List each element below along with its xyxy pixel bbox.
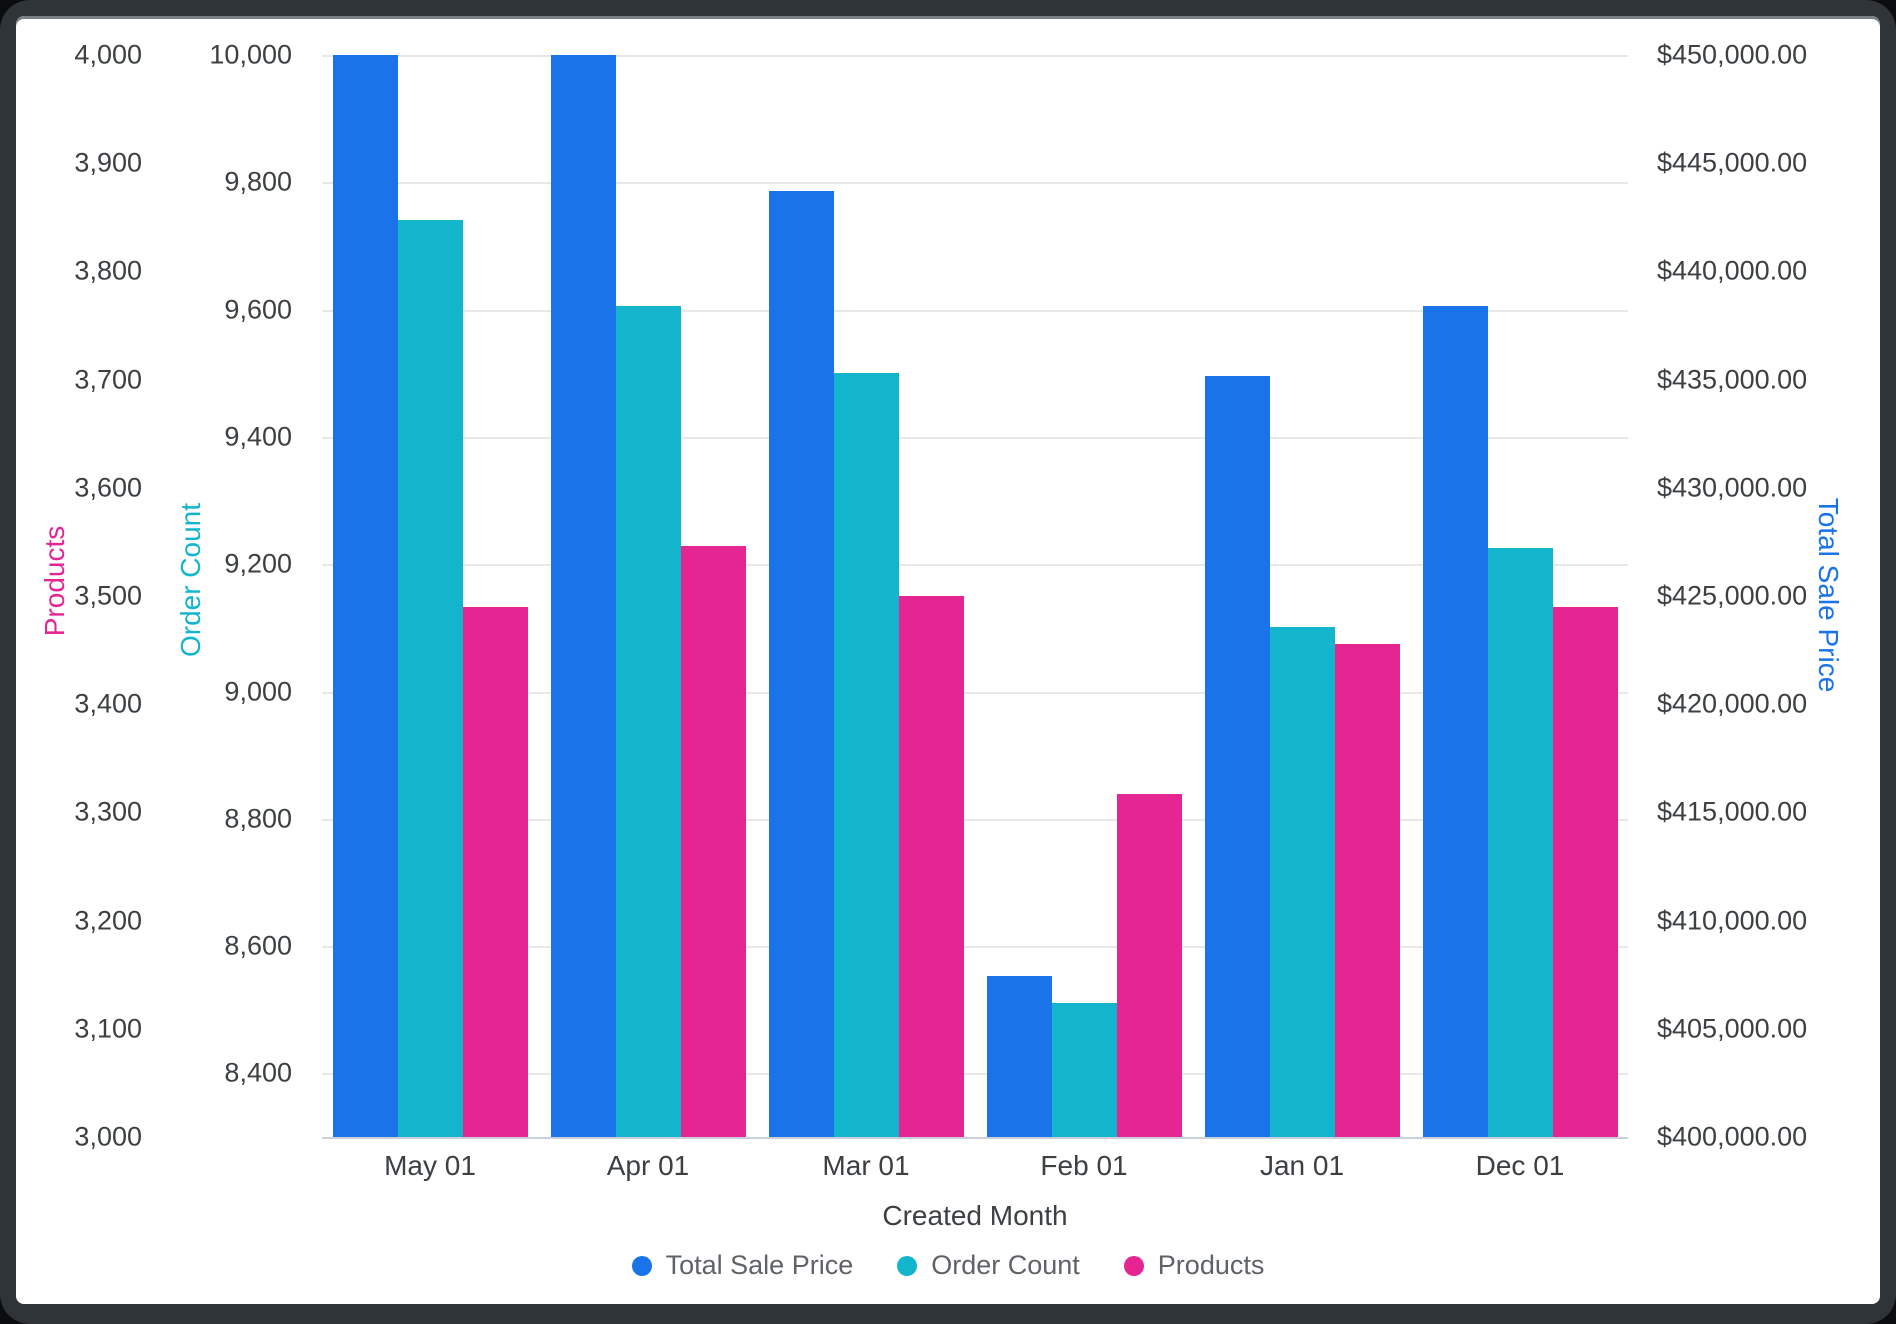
x-axis-title: Created Month [882,1200,1068,1231]
order-count-tick-label: 10,000 [209,39,292,70]
legend-dot-order-count [897,1255,918,1276]
total-sale-price-tick-label: $400,000.00 [1657,1121,1808,1152]
total-sale-price-tick-label: $440,000.00 [1657,255,1808,286]
bar-products-dec-01[interactable] [1552,606,1618,1139]
gridline [322,182,1628,185]
x-axis-baseline [322,1137,1628,1139]
bar-total-sale-price-apr-01[interactable] [550,55,616,1139]
y-axis-title-order-count: Order Count [175,502,206,658]
order-count-tick-label: 9,800 [224,166,292,197]
legend: Total Sale Price Order Count Products [16,1252,1880,1279]
gridline [322,1073,1628,1076]
gridline [322,691,1628,694]
legend-dot-total-sale-price [631,1255,652,1276]
bar-order-count-may-01[interactable] [397,219,463,1139]
x-category-label-mar-01: Mar 01 [822,1150,910,1181]
bar-total-sale-price-dec-01[interactable] [1422,306,1488,1139]
x-category-label-feb-01: Feb 01 [1040,1150,1128,1181]
products-tick-label: 3,600 [74,472,142,503]
x-category-label-apr-01: Apr 01 [606,1150,690,1181]
products-tick-label: 3,900 [74,147,142,178]
total-sale-price-tick-label: $410,000.00 [1657,905,1808,936]
total-sale-price-tick-label: $425,000.00 [1657,580,1808,611]
chart-panel: 3,000 3,100 3,200 3,300 3,400 3,500 3,600 3,700… [16,16,1880,1304]
bar-products-mar-01[interactable] [898,596,964,1139]
bar-products-jan-01[interactable] [1334,643,1400,1139]
x-category-label-jan-01: Jan 01 [1259,1150,1345,1181]
bar-products-apr-01[interactable] [680,546,746,1139]
products-tick-label: 3,000 [74,1121,142,1152]
legend-item-order-count[interactable]: Order Count [897,1252,1080,1279]
order-count-tick-label: 9,400 [224,421,292,452]
bar-order-count-jan-01[interactable] [1269,627,1335,1139]
order-count-tick-label: 8,800 [224,803,292,834]
legend-item-products[interactable]: Products [1123,1250,1265,1280]
products-tick-label: 3,500 [74,580,142,611]
gridline [322,818,1628,821]
legend-label-total-sale-price: Total Sale Price [665,1250,854,1280]
bar-order-count-feb-01[interactable] [1051,1003,1117,1139]
bar-total-sale-price-feb-01[interactable] [986,975,1052,1139]
gridline [322,436,1628,439]
bar-products-feb-01[interactable] [1116,794,1182,1139]
gridline [322,55,1628,57]
bar-order-count-dec-01[interactable] [1487,548,1553,1139]
bar-products-may-01[interactable] [462,606,528,1139]
order-count-tick-label: 9,000 [224,676,292,706]
x-category-label-dec-01: Dec 01 [1475,1150,1565,1181]
y-axis-title-total-sale-price: Total Sale Price [1813,497,1844,693]
bar-order-count-mar-01[interactable] [833,373,899,1139]
products-tick-label: 3,400 [74,688,142,719]
order-count-tick-label: 8,600 [224,930,292,961]
total-sale-price-tick-label: $450,000.00 [1657,39,1808,70]
products-tick-label: 3,200 [74,905,142,936]
legend-dot-products [1123,1255,1144,1276]
bar-total-sale-price-may-01[interactable] [332,55,398,1139]
products-tick-label: 3,100 [74,1013,142,1044]
bar-total-sale-price-mar-01[interactable] [768,191,834,1139]
products-tick-label: 4,000 [74,39,142,70]
order-count-tick-label: 8,400 [224,1057,292,1088]
gridline [322,946,1628,949]
bar-total-sale-price-jan-01[interactable] [1204,376,1270,1139]
products-tick-label: 3,300 [74,796,142,827]
order-count-tick-label: 9,600 [224,294,292,325]
total-sale-price-tick-label: $430,000.00 [1657,472,1808,503]
total-sale-price-tick-label: $405,000.00 [1657,1013,1808,1044]
products-tick-label: 3,800 [74,255,142,286]
y-axis-title-products: Products [39,525,70,637]
order-count-tick-label: 9,200 [224,548,292,579]
total-sale-price-tick-label: $415,000.00 [1657,796,1808,827]
legend-label-order-count: Order Count [931,1250,1080,1280]
bar-order-count-apr-01[interactable] [615,305,681,1139]
gridline [322,564,1628,567]
x-category-label-may-01: May 01 [384,1150,476,1181]
legend-label-products: Products [1157,1250,1265,1280]
total-sale-price-tick-label: $445,000.00 [1657,147,1808,178]
products-tick-label: 3,700 [74,364,142,395]
total-sale-price-tick-label: $420,000.00 [1657,688,1808,719]
total-sale-price-tick-label: $435,000.00 [1657,364,1808,395]
gridline [322,309,1628,312]
legend-item-total-sale-price[interactable]: Total Sale Price [631,1250,854,1280]
